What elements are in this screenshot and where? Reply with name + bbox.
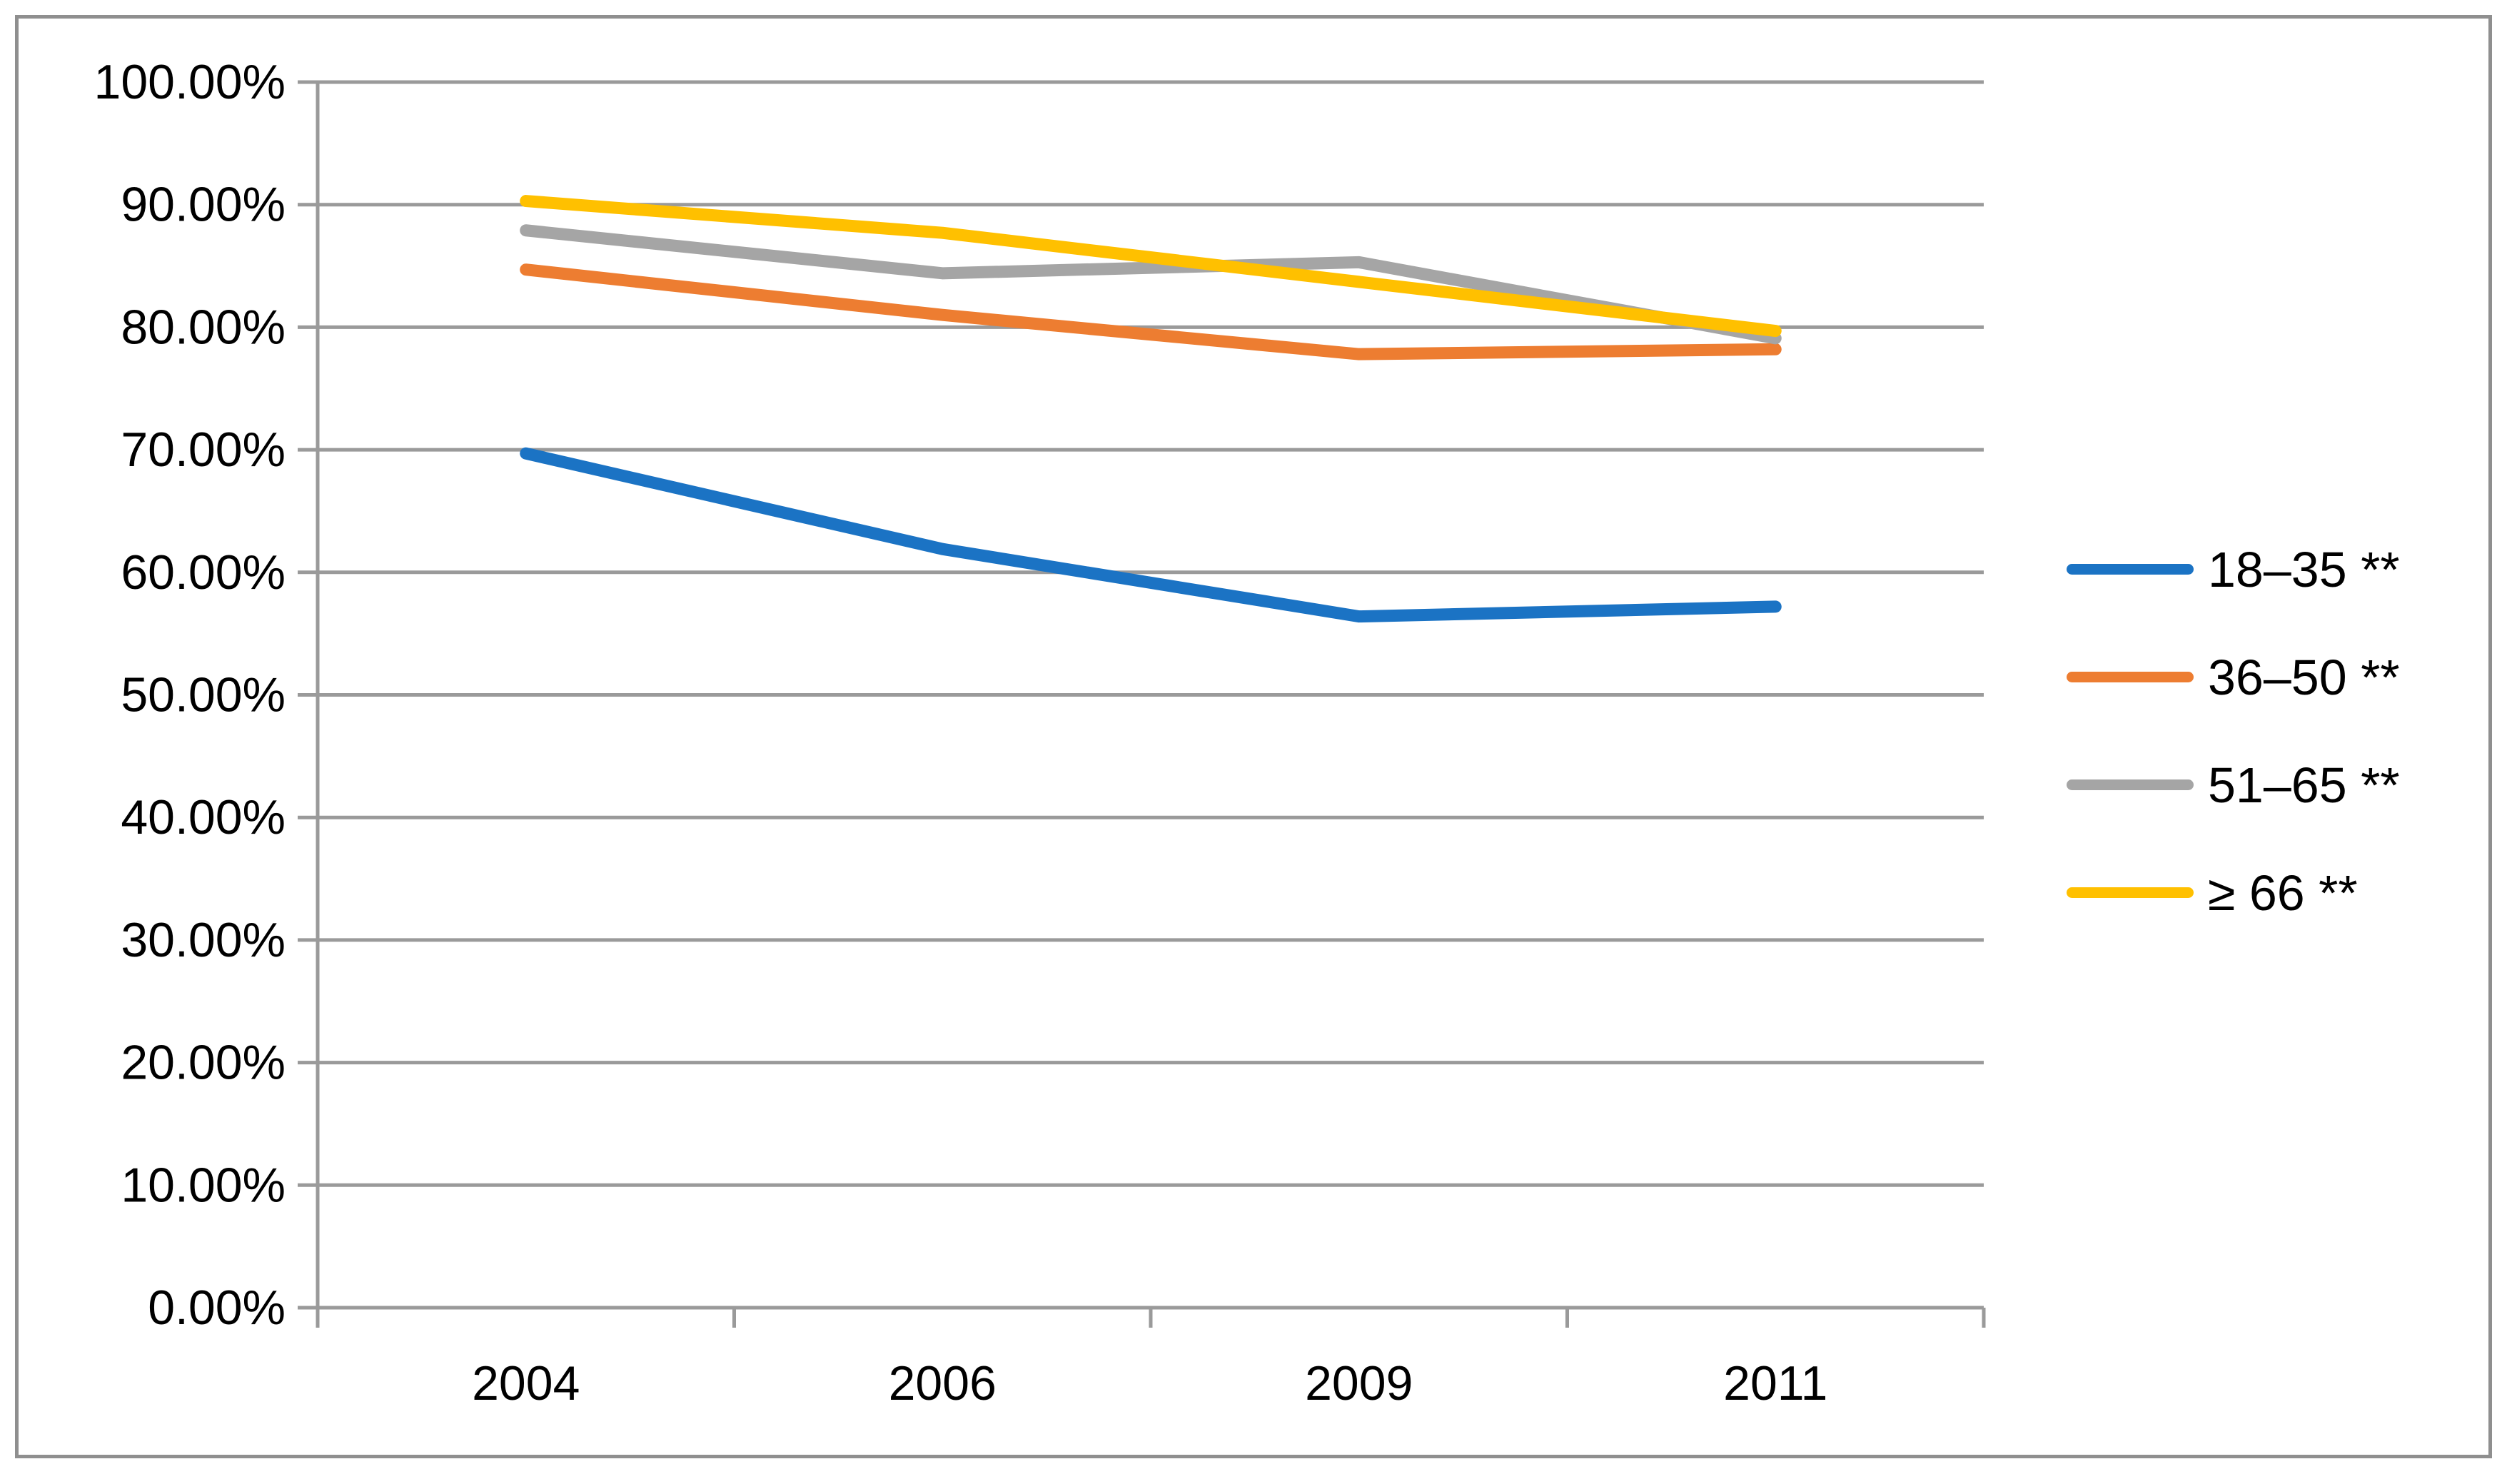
y-tick-label: 70.00% <box>121 423 286 477</box>
y-tick-label: 30.00% <box>121 913 286 967</box>
y-tick-label: 80.00% <box>121 300 286 354</box>
x-tick-label: 2004 <box>472 1356 580 1410</box>
legend-swatch-51-65 <box>2067 779 2194 790</box>
series-line-1 <box>520 263 1782 360</box>
legend-swatch-ge-66 <box>2067 887 2194 898</box>
legend-swatch-18-35 <box>2067 564 2194 575</box>
legend-label-36-50: 36–50 ** <box>2208 649 2400 705</box>
y-tick-label: 40.00% <box>121 790 286 844</box>
y-tick-label: 10.00% <box>121 1158 286 1212</box>
legend-label-ge-66: ≥ 66 ** <box>2208 864 2358 921</box>
y-tick-label: 60.00% <box>121 545 286 600</box>
series-line-0 <box>520 447 1782 623</box>
x-tick-label: 2009 <box>1305 1356 1413 1410</box>
legend-item-ge-66: ≥ 66 ** <box>2067 839 2400 947</box>
y-tick-label: 100.00% <box>94 55 286 109</box>
y-tick-label: 0.00% <box>148 1281 286 1335</box>
legend-label-18-35: 18–35 ** <box>2208 541 2400 597</box>
legend-item-18-35: 18–35 ** <box>2067 515 2400 623</box>
series-line-3 <box>520 195 1782 338</box>
legend-label-51-65: 51–65 ** <box>2208 757 2400 813</box>
y-tick-label: 20.00% <box>121 1036 286 1090</box>
x-tick-label: 2011 <box>1723 1356 1827 1410</box>
y-tick-label: 50.00% <box>121 668 286 722</box>
x-tick-label: 2006 <box>889 1356 997 1410</box>
legend-item-51-65: 51–65 ** <box>2067 731 2400 839</box>
legend: 18–35 ** 36–50 ** 51–65 ** ≥ 66 ** <box>2067 515 2400 947</box>
legend-swatch-36-50 <box>2067 672 2194 682</box>
y-tick-label: 90.00% <box>121 178 286 232</box>
legend-item-36-50: 36–50 ** <box>2067 623 2400 731</box>
series-line-2 <box>520 224 1782 345</box>
